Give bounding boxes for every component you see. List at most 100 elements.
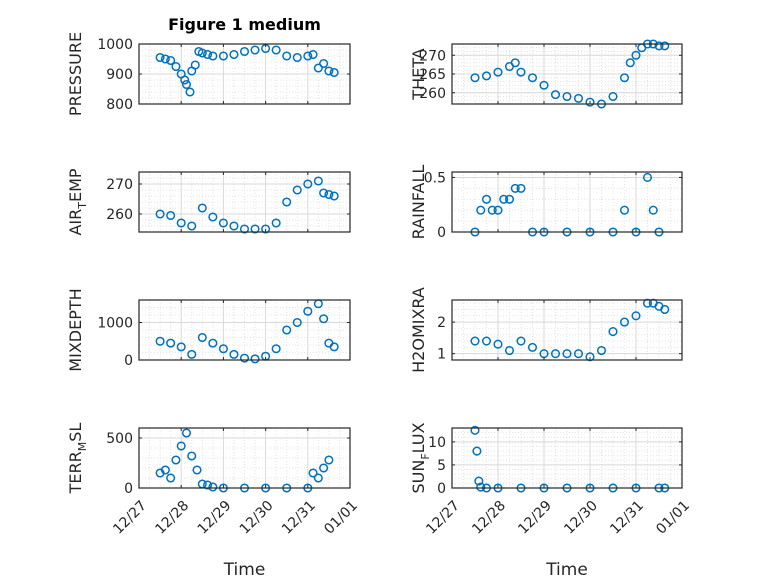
data-point [642, 298, 653, 308]
data-point [474, 476, 484, 486]
data-point [218, 344, 228, 354]
data-point [197, 203, 207, 213]
data-point [218, 51, 228, 61]
data-point [197, 332, 207, 343]
x-tick-label: 12/31 [607, 498, 647, 538]
x-tick-label: 12/30 [561, 498, 601, 538]
data-point [166, 473, 176, 483]
data-point [476, 482, 486, 492]
data-series [470, 298, 670, 362]
data-point [516, 183, 526, 193]
axes-box [451, 299, 683, 361]
data-point [619, 73, 630, 83]
data-series [470, 172, 664, 237]
tick-marks [138, 428, 351, 489]
data-series [155, 176, 339, 234]
data-point [472, 446, 482, 456]
data-point [324, 66, 334, 76]
axes-box [138, 299, 351, 361]
data-point [470, 73, 480, 83]
x-tick-label: 12/29 [515, 498, 555, 538]
data-point [329, 67, 339, 78]
data-point [155, 336, 165, 346]
y-axis-label: PRESSURE [66, 32, 85, 116]
x-axis-label: Time [223, 560, 266, 580]
tick-marks [138, 172, 351, 232]
x-tick-label: 12/30 [237, 498, 277, 538]
data-point [487, 205, 497, 215]
data-point [481, 71, 492, 81]
data-point [573, 93, 584, 103]
x-tick-label: 12/28 [152, 498, 192, 538]
data-point [550, 90, 561, 100]
y-tick-label: 0 [437, 481, 446, 497]
tick-marks [451, 44, 683, 104]
data-point [303, 306, 313, 316]
data-point [176, 218, 186, 228]
tick-marks [138, 300, 351, 361]
data-point [303, 179, 313, 189]
data-point [313, 473, 323, 483]
subplot-pressure: 800 900 1000 PRESSURE Figure 1 medium [66, 15, 351, 116]
y-tick-label: 1000 [97, 37, 133, 53]
data-point [187, 451, 197, 461]
data-point [481, 194, 492, 204]
data-point [176, 441, 186, 451]
x-tick-label: 12/27 [110, 498, 150, 538]
data-point [239, 353, 250, 363]
data-point [527, 342, 538, 352]
subplot-air-temp: 260 270 AIRTEMP [66, 168, 351, 236]
y-tick-label: 800 [106, 97, 133, 113]
data-point [654, 41, 664, 51]
minor-grid [139, 171, 350, 233]
data-point [155, 52, 165, 63]
data-point [608, 327, 618, 337]
data-point [218, 218, 228, 228]
data-point [313, 63, 323, 73]
y-tick-label: 2 [437, 315, 446, 331]
x-tick-label: 01/01 [321, 498, 361, 538]
y-axis-label: H2OMIXRA [409, 287, 428, 373]
data-point [660, 304, 670, 315]
data-point [648, 205, 658, 215]
data-point [203, 480, 213, 490]
data-point [250, 45, 260, 55]
data-point [229, 349, 239, 359]
data-point [631, 311, 641, 321]
data-point [470, 336, 480, 346]
data-point [166, 210, 176, 221]
chart-title: Figure 1 medium [168, 15, 321, 34]
x-axis-label: Time [545, 560, 588, 580]
data-point [208, 338, 218, 348]
y-tick-label: 900 [106, 67, 133, 83]
data-point [208, 212, 218, 222]
data-point [660, 41, 670, 51]
y-axis-label: MIXDEPTH [66, 288, 85, 371]
data-point [596, 345, 607, 356]
data-point [313, 176, 323, 186]
data-point [187, 221, 197, 231]
tick-marks [138, 43, 351, 105]
y-axis-label: AIRTEMP [66, 168, 89, 235]
data-point [504, 194, 515, 204]
y-axis-label: TERRMSL [66, 423, 89, 495]
data-point [619, 205, 630, 215]
data-point [573, 349, 584, 359]
axes-box [451, 427, 683, 489]
x-tick-label: 12/27 [423, 498, 463, 538]
tick-marks [451, 300, 683, 360]
data-point [608, 91, 618, 102]
minor-grid [452, 300, 682, 361]
axes-box [451, 171, 683, 233]
axes-box [138, 427, 351, 489]
data-point [229, 221, 239, 231]
data-point [292, 52, 302, 63]
tick-marks [451, 172, 683, 233]
data-point [250, 224, 260, 234]
data-point [282, 51, 292, 61]
data-point [239, 224, 250, 234]
data-series [155, 428, 334, 493]
data-point [208, 482, 218, 492]
